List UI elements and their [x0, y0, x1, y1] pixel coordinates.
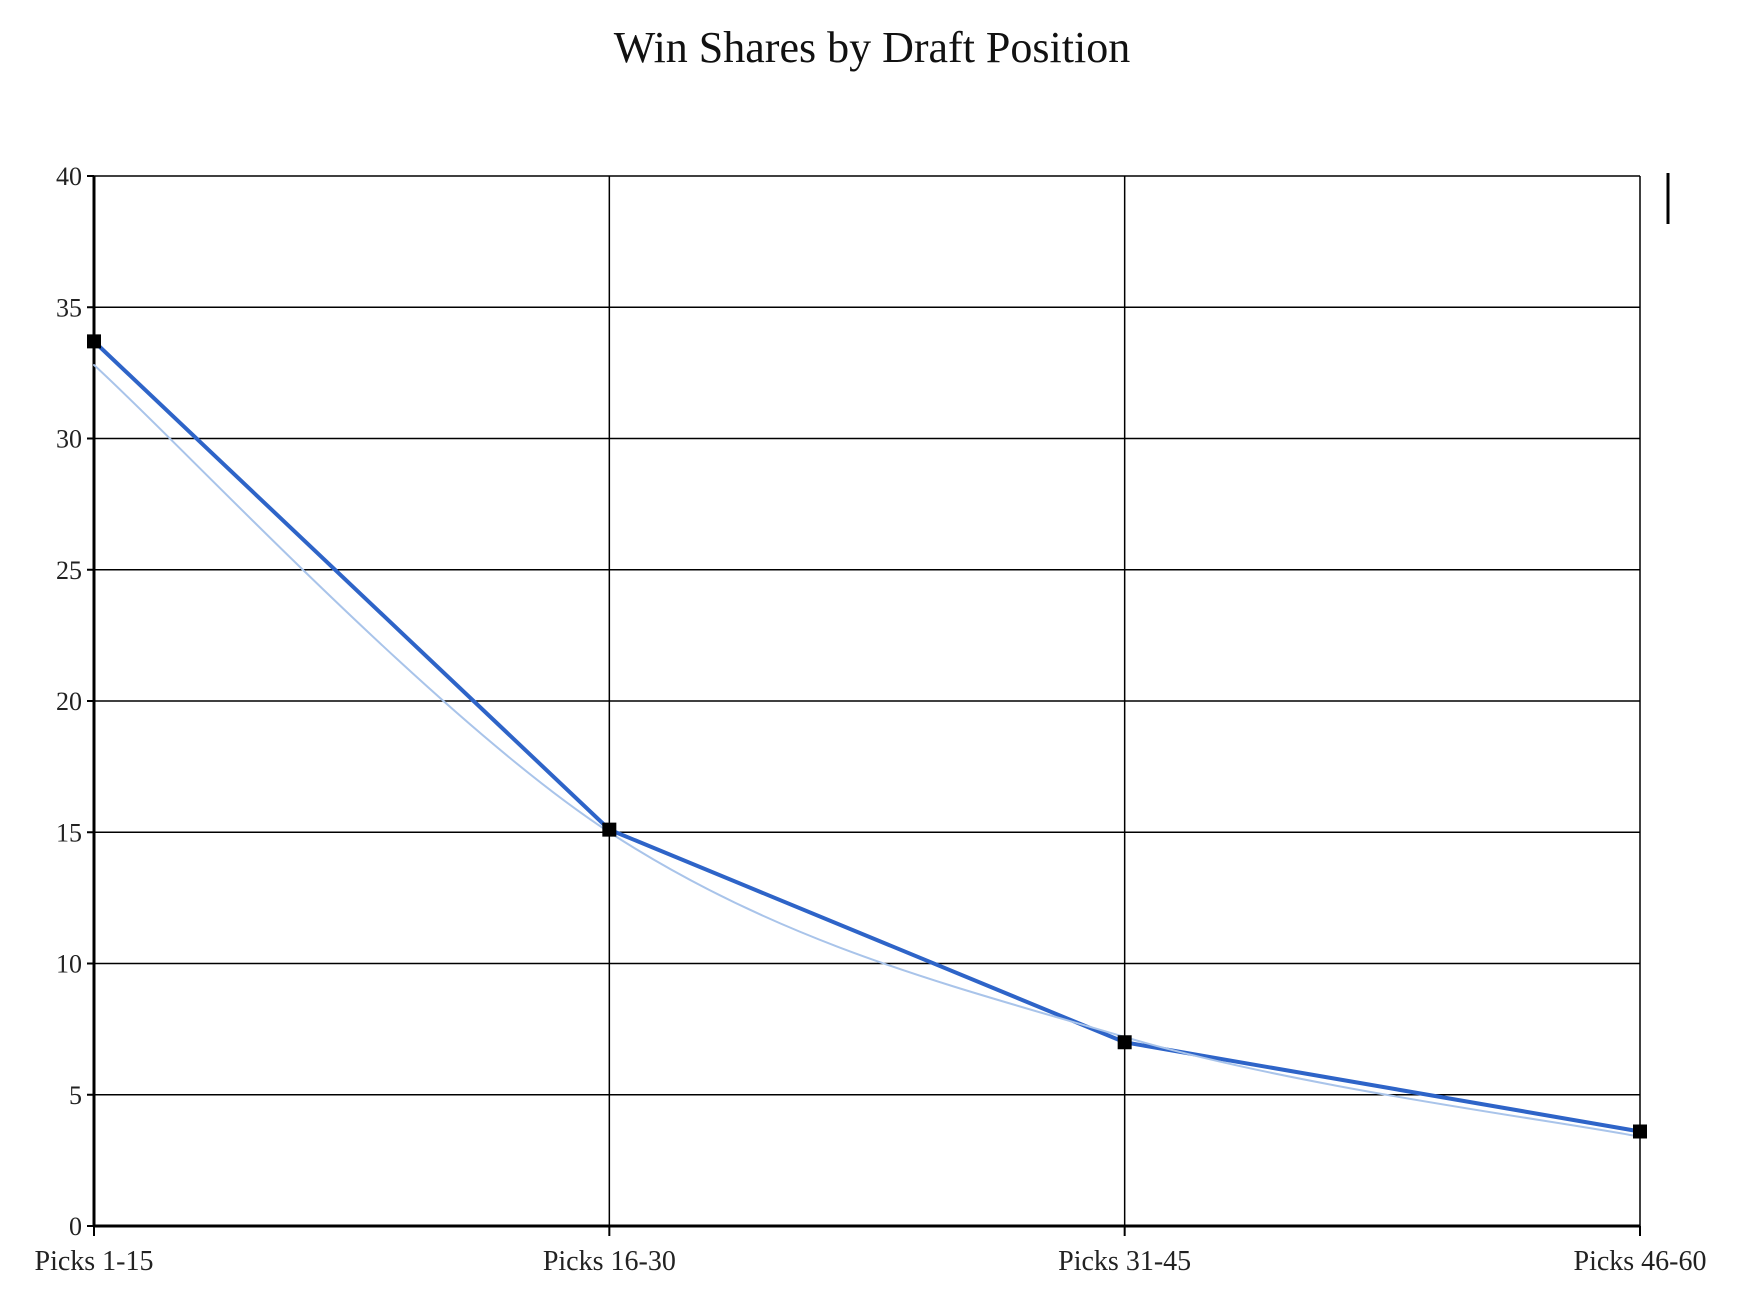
tick-label-x-2: Picks 31-45 — [1058, 1246, 1191, 1277]
tick-label-x-0: Picks 1-15 — [35, 1246, 154, 1277]
series-layer — [87, 334, 1647, 1139]
tick-label-x-3: Picks 46-60 — [1574, 1246, 1707, 1277]
tick-label-y-20: 20 — [56, 687, 82, 716]
chart-title: Win Shares by Draft Position — [613, 23, 1131, 72]
tick-label-y-15: 15 — [56, 818, 82, 847]
data-point-0-1 — [602, 822, 617, 837]
series-line-0 — [92, 339, 1642, 1134]
tick-label-y-0: 0 — [69, 1212, 82, 1241]
data-point-0-3 — [1633, 1124, 1647, 1139]
tick-label-y-40: 40 — [56, 162, 82, 191]
tick-label-y-5: 5 — [69, 1081, 82, 1110]
tick-label-y-30: 30 — [56, 425, 82, 454]
tick-label-x-1: Picks 16-30 — [543, 1246, 676, 1277]
data-point-0-0 — [87, 334, 101, 349]
axis-layer — [87, 175, 1641, 1236]
label-layer: 0 5 10 15 20 25 30 35 40 Picks 1-15 Picks 16-30 Pic… — [35, 162, 1707, 1277]
series-line-1 — [93, 364, 1641, 1138]
grid-layer — [93, 175, 1641, 1227]
tick-label-y-35: 35 — [56, 293, 82, 322]
data-point-0-2 — [1117, 1035, 1132, 1050]
tick-label-y-25: 25 — [56, 556, 82, 585]
tick-label-y-10: 10 — [56, 950, 82, 979]
